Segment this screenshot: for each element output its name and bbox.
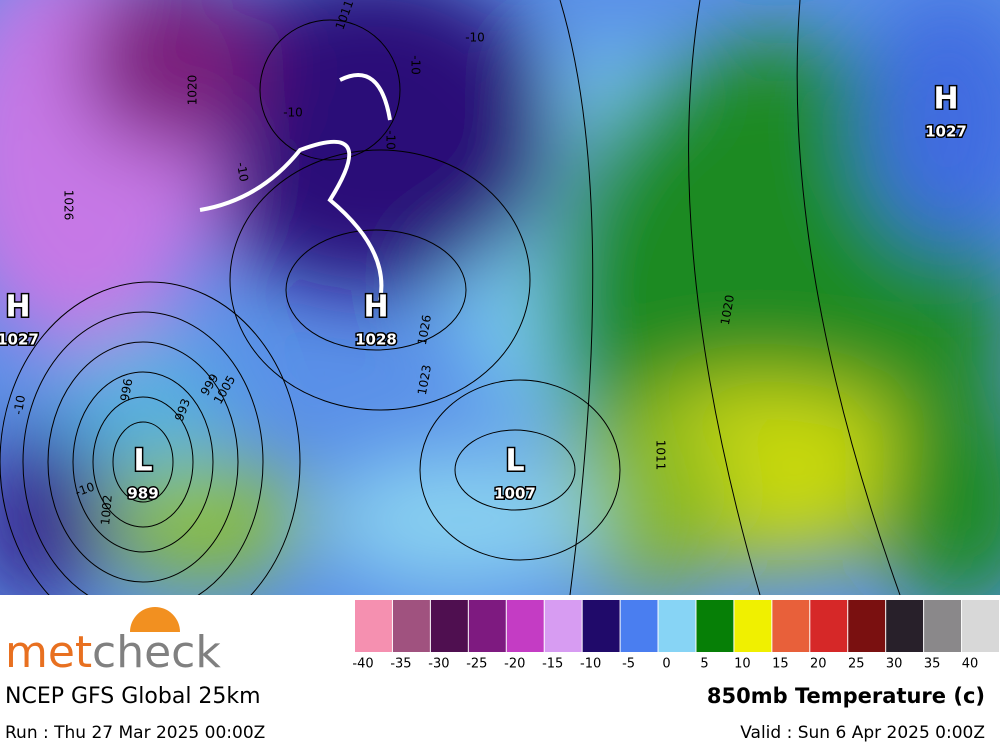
system-pressure: 1028 bbox=[355, 331, 397, 349]
product: 850mb Temperature (c) bbox=[707, 684, 985, 708]
legend-label: -10 bbox=[580, 657, 601, 672]
legend-swatch bbox=[886, 600, 924, 652]
legend-label: 30 bbox=[886, 657, 903, 672]
contour-label: 1023 bbox=[415, 364, 434, 397]
contour-label: -10 bbox=[11, 394, 28, 416]
valid: Valid : Sun 6 Apr 2025 0:00Z bbox=[740, 723, 985, 743]
legend-label: -35 bbox=[390, 657, 411, 672]
legend-label: 15 bbox=[772, 657, 789, 672]
legend: -40 -35 -30 -25 -20 -15 -10 -5 0 5 10 15 20 25 30 35 40 bbox=[352, 600, 999, 672]
legend-swatch bbox=[810, 600, 848, 652]
legend-label: -25 bbox=[466, 657, 487, 672]
legend-swatch bbox=[962, 600, 999, 652]
legend-swatch bbox=[430, 600, 468, 652]
system-symbol: H bbox=[5, 290, 30, 325]
legend-swatch bbox=[924, 600, 962, 652]
system-pressure: 1007 bbox=[494, 485, 536, 503]
legend-label: -30 bbox=[428, 657, 449, 672]
legend-label: 5 bbox=[700, 657, 708, 672]
contour-label: -10 bbox=[234, 161, 251, 183]
legend-swatch bbox=[620, 600, 658, 652]
legend-swatch bbox=[582, 600, 620, 652]
legend-label: 20 bbox=[810, 657, 827, 672]
system-symbol: L bbox=[505, 444, 524, 479]
legend-label: 35 bbox=[924, 657, 941, 672]
contour-labels: 1026102310261011996993999100510201011100… bbox=[11, 0, 737, 526]
legend-swatch bbox=[658, 600, 696, 652]
legend-swatch bbox=[506, 600, 544, 652]
contour-label: 1002 bbox=[98, 494, 115, 526]
contour-label: -10 bbox=[409, 55, 423, 75]
system-symbol: L bbox=[133, 444, 152, 479]
contour-label: 996 bbox=[118, 377, 136, 402]
legend-swatch bbox=[392, 600, 430, 652]
legend-swatch bbox=[772, 600, 810, 652]
legend-label: -40 bbox=[352, 657, 373, 672]
legend-label: 40 bbox=[962, 657, 979, 672]
logo-sun bbox=[130, 607, 180, 632]
system-symbol: H bbox=[933, 82, 958, 117]
legend-swatch bbox=[468, 600, 506, 652]
map bbox=[0, 0, 1000, 595]
legend-swatch bbox=[544, 600, 582, 652]
legend-swatch bbox=[848, 600, 886, 652]
pressure-systems: H 1027 H 1028 L 989 L 1007 H 1027 bbox=[0, 80, 968, 504]
contour-label: 1020 bbox=[718, 294, 737, 327]
contour-label: 1020 bbox=[186, 75, 200, 106]
logo-met: met bbox=[5, 627, 92, 678]
legend-label: 25 bbox=[848, 657, 865, 672]
contour-label: 1026 bbox=[415, 314, 434, 347]
run: Run : Thu 27 Mar 2025 00:00Z bbox=[5, 723, 265, 743]
system-pressure: 989 bbox=[127, 485, 158, 503]
contour-label: -10 bbox=[283, 106, 303, 120]
contour-label: -10 bbox=[73, 480, 96, 500]
logo-check: check bbox=[92, 627, 221, 678]
contour-label: -10 bbox=[384, 130, 398, 150]
legend-swatch bbox=[696, 600, 734, 652]
contour-label: 1026 bbox=[62, 190, 76, 221]
model: NCEP GFS Global 25km bbox=[5, 684, 261, 709]
legend-swatch bbox=[734, 600, 772, 652]
legend-label: -15 bbox=[542, 657, 563, 672]
contour-label: 1011 bbox=[654, 440, 668, 471]
system-pressure: 1027 bbox=[0, 331, 39, 349]
legend-swatch bbox=[355, 600, 392, 652]
legend-label: -5 bbox=[622, 657, 635, 672]
legend-label: -20 bbox=[504, 657, 525, 672]
legend-label: 10 bbox=[734, 657, 751, 672]
contour-label: -10 bbox=[465, 31, 485, 45]
system-symbol: H bbox=[363, 290, 388, 325]
legend-label: 0 bbox=[662, 657, 670, 672]
system-pressure: 1027 bbox=[925, 123, 967, 141]
